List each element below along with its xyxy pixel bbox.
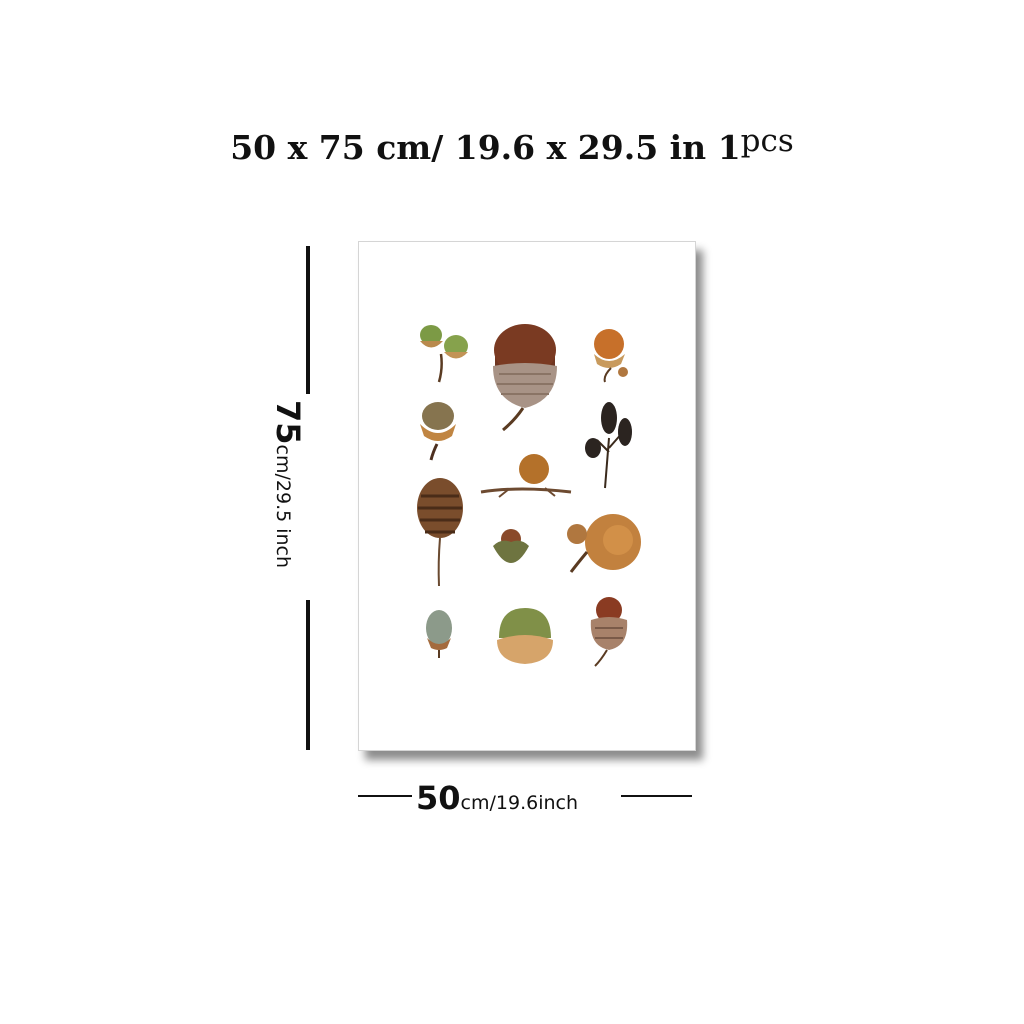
width-dimension-line-left	[358, 795, 412, 797]
width-value: 50	[416, 779, 461, 817]
capped-acorn	[420, 402, 456, 461]
small-acorn	[493, 529, 529, 563]
open-acorn-cluster	[567, 514, 641, 573]
width-dimension-line-right	[621, 795, 692, 797]
height-dimension-line-top	[306, 246, 310, 394]
canvas-print	[358, 241, 696, 751]
height-dimension-line-bottom	[306, 600, 310, 750]
pine-cone	[417, 478, 463, 587]
width-unit: cm/19.6inch	[460, 792, 579, 814]
large-brown-acorn	[493, 324, 557, 432]
width-dimension-label: 50cm/19.6inch	[416, 779, 578, 817]
quantity-number: 1	[717, 128, 741, 167]
height-dimension-label: 75cm/29.5 inch	[269, 400, 307, 568]
gray-acorn	[426, 610, 452, 658]
green-acorn-pair	[420, 325, 468, 383]
height-value: 75	[269, 400, 307, 445]
size-text: 50 x 75 cm/ 19.6 x 29.5 in	[230, 128, 707, 167]
height-unit: cm/29.5 inch	[272, 444, 294, 569]
botanical-artwork	[417, 324, 641, 667]
green-acorn	[497, 608, 553, 664]
alder-cones-sprig	[585, 402, 632, 489]
product-title: 50 x 75 cm/ 19.6 x 29.5 in 1pcs	[0, 123, 1024, 167]
orange-acorn	[594, 329, 628, 383]
quantity-unit: pcs	[740, 123, 794, 159]
acorn-on-twig	[480, 454, 572, 498]
scaly-cup-acorn	[590, 597, 628, 667]
